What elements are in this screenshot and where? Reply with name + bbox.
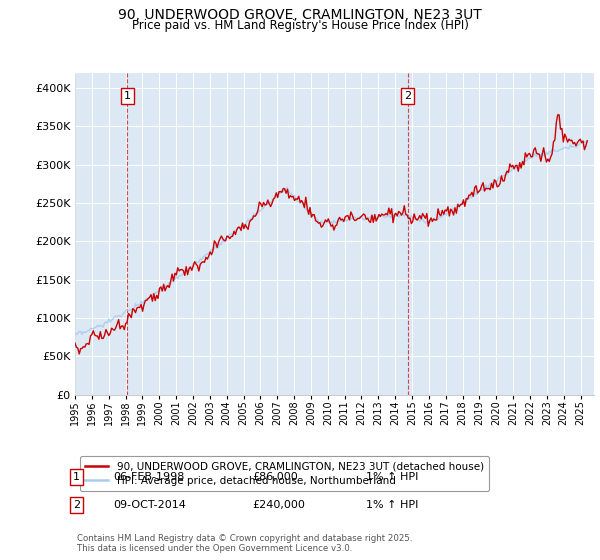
Text: 09-OCT-2014: 09-OCT-2014	[113, 500, 185, 510]
Text: This data is licensed under the Open Government Licence v3.0.: This data is licensed under the Open Gov…	[77, 544, 352, 553]
Legend: 90, UNDERWOOD GROVE, CRAMLINGTON, NE23 3UT (detached house), HPI: Average price,: 90, UNDERWOOD GROVE, CRAMLINGTON, NE23 3…	[80, 456, 489, 491]
Text: 2: 2	[404, 91, 412, 101]
Text: 1: 1	[124, 91, 131, 101]
Text: 06-FEB-1998: 06-FEB-1998	[113, 472, 184, 482]
Text: 1% ↑ HPI: 1% ↑ HPI	[366, 472, 418, 482]
Text: 1% ↑ HPI: 1% ↑ HPI	[366, 500, 418, 510]
Text: 1: 1	[73, 472, 80, 482]
Text: Contains HM Land Registry data © Crown copyright and database right 2025.: Contains HM Land Registry data © Crown c…	[77, 534, 412, 543]
Text: Price paid vs. HM Land Registry's House Price Index (HPI): Price paid vs. HM Land Registry's House …	[131, 19, 469, 32]
Text: 90, UNDERWOOD GROVE, CRAMLINGTON, NE23 3UT: 90, UNDERWOOD GROVE, CRAMLINGTON, NE23 3…	[118, 8, 482, 22]
Text: 2: 2	[73, 500, 80, 510]
Text: £240,000: £240,000	[252, 500, 305, 510]
Text: £86,000: £86,000	[252, 472, 298, 482]
